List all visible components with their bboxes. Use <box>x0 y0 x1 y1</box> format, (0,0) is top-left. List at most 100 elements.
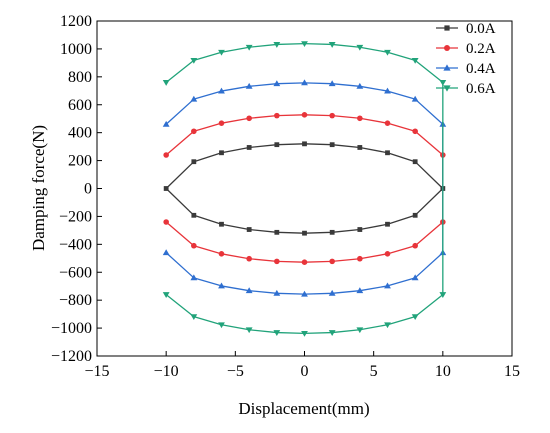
legend: 0.0A 0.2A 0.4A 0.6A <box>436 21 496 97</box>
data-point <box>384 251 391 257</box>
legend-item: 0.0A <box>436 21 496 37</box>
data-point <box>411 95 419 102</box>
data-point <box>412 212 418 218</box>
legend-item: 0.4A <box>436 61 496 77</box>
data-point <box>245 44 253 51</box>
y-tick-label: 600 <box>68 97 92 114</box>
data-point <box>357 255 363 262</box>
plot-frame <box>96 20 513 357</box>
data-point <box>384 282 391 289</box>
series-line <box>165 114 444 263</box>
data-point <box>246 227 252 232</box>
data-point <box>356 44 364 51</box>
data-point <box>301 41 308 48</box>
data-point <box>411 57 419 64</box>
y-tick-label: −1200 <box>51 348 92 365</box>
data-point <box>356 287 364 294</box>
data-point <box>190 314 198 321</box>
y-tick-label: 1000 <box>60 41 92 58</box>
legend-label: 0.6A <box>466 81 496 97</box>
data-point <box>191 159 197 165</box>
data-point <box>301 112 308 118</box>
y-tick-label: −600 <box>59 264 92 281</box>
data-point <box>163 219 169 225</box>
data-point <box>245 327 253 334</box>
data-point <box>190 95 198 102</box>
data-point <box>411 314 419 321</box>
data-point <box>384 49 391 56</box>
data-point <box>329 258 335 265</box>
series-line <box>165 42 444 335</box>
data-point <box>328 42 336 48</box>
data-point <box>357 145 363 150</box>
data-point <box>329 112 335 119</box>
y-tick-label: 800 <box>68 69 92 86</box>
data-point <box>385 150 390 156</box>
data-point <box>273 289 281 296</box>
data-point <box>163 186 169 191</box>
data-point <box>219 221 224 227</box>
data-point <box>273 330 281 336</box>
data-point <box>384 120 391 126</box>
legend-label: 0.0A <box>466 21 496 37</box>
x-tick-label: 15 <box>504 363 520 380</box>
data-point <box>412 128 418 135</box>
y-tick-label: 1200 <box>60 13 92 30</box>
data-point <box>384 322 391 329</box>
data-point <box>301 290 308 297</box>
legend-marker <box>443 64 451 71</box>
series-0.2A <box>163 112 446 266</box>
data-point <box>246 115 252 122</box>
x-tick-label: −15 <box>84 363 109 380</box>
x-tick-label: −5 <box>227 363 244 380</box>
data-point <box>191 128 197 135</box>
x-tick-label: 5 <box>370 363 378 380</box>
data-point <box>274 112 280 119</box>
y-tick-label: 0 <box>84 181 92 198</box>
series-0.6A <box>162 41 447 337</box>
data-point <box>218 282 225 289</box>
plot-area <box>162 41 447 337</box>
data-point <box>357 115 363 122</box>
data-point <box>302 141 307 147</box>
data-point <box>162 292 170 298</box>
data-point <box>245 287 253 294</box>
data-point <box>384 87 391 94</box>
data-point <box>302 230 307 236</box>
y-tick-label: −800 <box>59 292 92 309</box>
legend-item: 0.6A <box>436 81 496 97</box>
data-point <box>411 274 419 281</box>
legend-item: 0.2A <box>436 41 496 57</box>
legend-marker <box>444 25 450 31</box>
x-tick-label: −10 <box>154 363 179 380</box>
data-point <box>218 49 225 56</box>
data-point <box>439 80 447 86</box>
data-point <box>191 242 197 249</box>
y-tick-label: −1000 <box>51 320 92 337</box>
series-line <box>165 143 444 234</box>
data-point <box>412 242 418 249</box>
data-point <box>218 322 225 329</box>
data-point <box>218 120 225 126</box>
data-point <box>439 292 447 298</box>
data-point <box>357 227 363 232</box>
y-tick-label: −400 <box>59 236 92 253</box>
data-point <box>219 150 224 156</box>
data-point <box>190 57 198 64</box>
data-point <box>329 229 335 235</box>
data-point <box>301 259 308 266</box>
data-point <box>163 152 169 158</box>
data-point <box>190 274 198 281</box>
data-point <box>274 142 280 148</box>
data-point <box>328 330 336 336</box>
data-point <box>328 80 336 87</box>
legend-label: 0.4A <box>466 61 496 77</box>
data-point <box>274 258 280 265</box>
data-point <box>328 289 336 296</box>
data-point <box>356 327 364 334</box>
legend-marker <box>443 85 451 92</box>
legend-label: 0.2A <box>466 41 496 57</box>
axes: −15 −10 −5 0 5 10 15 −1200 −1000 −800 −600 −400 −200… <box>51 13 520 380</box>
